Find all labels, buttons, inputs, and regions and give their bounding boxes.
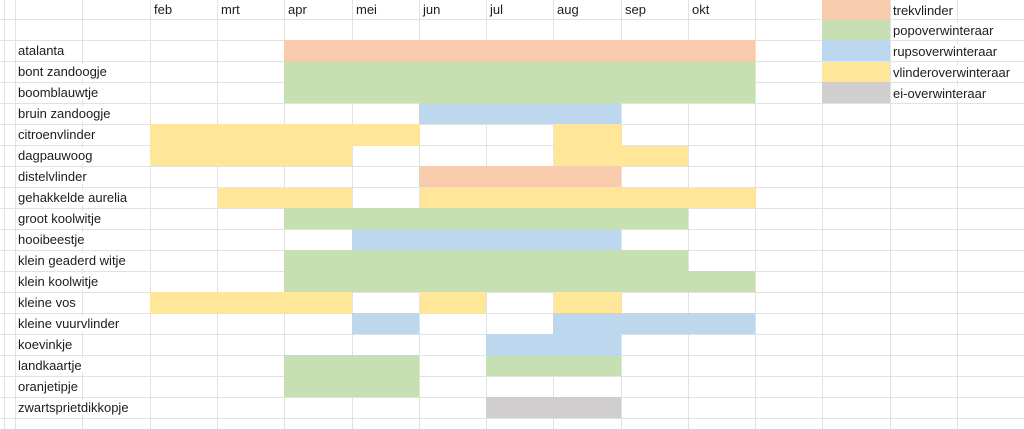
- species-label[interactable]: klein geaderd witje: [18, 253, 129, 268]
- gridline-vertical: [217, 0, 218, 429]
- month-header-okt[interactable]: okt: [692, 2, 710, 17]
- species-label[interactable]: oranjetipje: [18, 379, 81, 394]
- legend-label[interactable]: rupsoverwinteraar: [893, 44, 1001, 59]
- flight-period-bar-kleine-vuurvlinder[interactable]: [352, 313, 419, 334]
- species-label[interactable]: dagpauwoog: [18, 148, 96, 163]
- legend-label[interactable]: vlinderoverwinteraar: [893, 65, 1014, 80]
- flight-period-bar-klein-geaderd-witje[interactable]: [284, 250, 688, 271]
- species-label[interactable]: atalanta: [18, 43, 68, 58]
- species-label[interactable]: kleine vuurvlinder: [18, 316, 123, 331]
- gridline-horizontal: [0, 19, 1024, 20]
- gridline-vertical: [688, 0, 689, 429]
- legend-swatch-vlinderoverwinteraar[interactable]: [822, 61, 890, 82]
- month-header-sep[interactable]: sep: [625, 2, 646, 17]
- flight-period-bar-distelvlinder[interactable]: [419, 166, 621, 187]
- gridline-horizontal: [0, 124, 1024, 125]
- legend-swatch-popoverwinteraar[interactable]: [822, 19, 890, 40]
- flight-period-bar-kleine-vos[interactable]: [419, 292, 486, 313]
- flight-period-bar-kleine-vos[interactable]: [150, 292, 352, 313]
- gridline-horizontal: [0, 292, 1024, 293]
- gridline-vertical: [150, 0, 151, 429]
- month-header-jul[interactable]: jul: [490, 2, 504, 17]
- species-label[interactable]: boomblauwtje: [18, 85, 102, 100]
- species-label[interactable]: bruin zandoogje: [18, 106, 114, 121]
- flight-period-bar-landkaartje[interactable]: [486, 355, 621, 376]
- species-label[interactable]: koevinkje: [18, 337, 76, 352]
- flight-period-bar-boomblauwtje[interactable]: [284, 82, 755, 103]
- flight-period-bar-klein-koolwitje[interactable]: [284, 271, 755, 292]
- legend-label[interactable]: ei-overwinteraar: [893, 86, 990, 101]
- month-header-mei[interactable]: mei: [356, 2, 377, 17]
- legend-swatch-trekvlinder[interactable]: [822, 0, 890, 19]
- species-label[interactable]: klein koolwitje: [18, 274, 102, 289]
- flight-period-bar-bruin-zandoogje[interactable]: [419, 103, 621, 124]
- species-label[interactable]: citroenvlinder: [18, 127, 99, 142]
- legend-label[interactable]: trekvlinder: [893, 3, 956, 18]
- gridline-horizontal: [0, 145, 1024, 146]
- species-label[interactable]: kleine vos: [18, 295, 79, 310]
- flight-period-bar-zwartsprietdikkopje[interactable]: [486, 397, 621, 418]
- flight-period-bar-dagpauwoog[interactable]: [553, 145, 688, 166]
- month-header-apr[interactable]: apr: [288, 2, 307, 17]
- gridline-horizontal: [0, 376, 1024, 377]
- flight-period-bar-gehakkelde-aurelia[interactable]: [217, 187, 352, 208]
- flight-period-bar-landkaartje[interactable]: [284, 355, 419, 376]
- month-header-feb[interactable]: feb: [154, 2, 173, 17]
- gridline-vertical: [15, 0, 16, 429]
- species-label[interactable]: hooibeestje: [18, 232, 88, 247]
- flight-period-bar-bont-zandoogje[interactable]: [284, 61, 755, 82]
- flight-period-bar-gehakkelde-aurelia[interactable]: [419, 187, 755, 208]
- flight-period-bar-citroenvlinder[interactable]: [150, 124, 419, 145]
- gridline-vertical: [822, 0, 823, 429]
- flight-period-bar-groot-koolwitje[interactable]: [284, 208, 688, 229]
- flight-period-bar-hooibeestje[interactable]: [352, 229, 621, 250]
- species-label[interactable]: bont zandoogje: [18, 64, 110, 79]
- gridline-vertical: [957, 0, 958, 429]
- month-header-aug[interactable]: aug: [557, 2, 579, 17]
- species-label[interactable]: gehakkelde aurelia: [18, 190, 131, 205]
- flight-period-bar-koevinkje[interactable]: [486, 334, 621, 355]
- month-header-mrt[interactable]: mrt: [221, 2, 240, 17]
- flight-period-bar-citroenvlinder[interactable]: [553, 124, 621, 145]
- legend-swatch-rupsoverwinteraar[interactable]: [822, 40, 890, 61]
- gridline-vertical: [4, 0, 5, 429]
- gridline-horizontal: [0, 418, 1024, 419]
- gridline-vertical: [890, 0, 891, 429]
- species-label[interactable]: groot koolwitje: [18, 211, 105, 226]
- flight-period-bar-atalanta[interactable]: [284, 40, 755, 61]
- species-label[interactable]: distelvlinder: [18, 169, 90, 184]
- legend-label[interactable]: popoverwinteraar: [893, 23, 997, 38]
- gridline-vertical: [755, 0, 756, 429]
- species-label[interactable]: landkaartje: [18, 358, 85, 373]
- legend-swatch-ei-overwinteraar[interactable]: [822, 82, 890, 103]
- species-label[interactable]: zwartsprietdikkopje: [18, 400, 132, 415]
- flight-period-bar-kleine-vos[interactable]: [553, 292, 621, 313]
- flight-period-bar-kleine-vuurvlinder[interactable]: [553, 313, 755, 334]
- gridline-horizontal: [0, 313, 1024, 314]
- flight-period-bar-dagpauwoog[interactable]: [150, 145, 352, 166]
- month-header-jun[interactable]: jun: [423, 2, 441, 17]
- flight-period-bar-oranjetipje[interactable]: [284, 376, 419, 397]
